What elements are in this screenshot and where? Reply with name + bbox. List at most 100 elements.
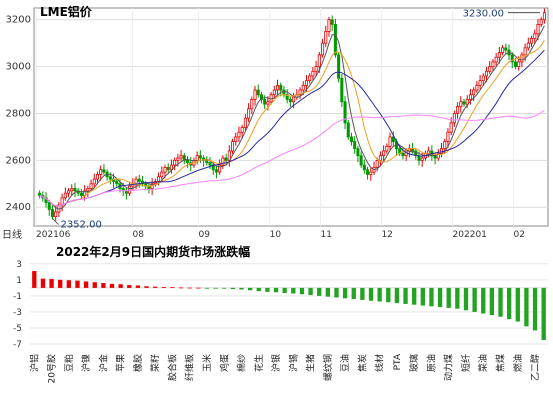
bar-category-label: 沪铝 [28,354,40,372]
candle-body [279,84,283,91]
candle-body [526,42,530,49]
bar-category-label: 菜籽 [149,354,161,372]
y-tick-label: 2800 [6,108,31,119]
bar [83,281,89,288]
candle-body [108,176,112,180]
candle-body [443,141,447,150]
lme-chart-title: LME铝价 [40,5,92,19]
high-price-annotation: 3230.00 [463,9,504,20]
candle-body [292,96,296,103]
candle-body [353,141,357,150]
bar [481,287,486,314]
bar [161,287,166,288]
bar-category-label: 棉纱 [236,354,248,372]
bar-category-label: 短纤 [460,354,472,372]
low-annotation-pointer [52,218,59,225]
candle-body [478,80,482,86]
y-tick-label: 3200 [6,15,31,26]
bar [472,287,477,312]
candle-body [240,127,244,133]
candle-body [157,176,161,182]
candle-body [475,84,479,91]
candle-body [298,89,302,96]
candle-body [250,99,254,110]
bar [360,287,365,300]
bar [446,287,451,308]
timeframe-label: 日线 [2,230,22,241]
bar [437,287,443,308]
bar [291,287,296,294]
candle-body [501,47,505,53]
candle-body [343,101,347,124]
bar [541,287,546,340]
candle-body [314,66,318,72]
candle-body [497,52,501,58]
candle-body [179,155,183,159]
x-tick-label: 11 [320,230,331,240]
candle-body [176,157,180,161]
candle-body [472,89,476,96]
candle-body [166,166,170,171]
y-tick-label: 3000 [6,62,31,73]
bar [463,287,469,311]
candle-body [253,89,257,100]
candle-body [185,159,190,164]
bar [213,287,218,289]
candle-body [340,77,344,103]
candle-body [436,152,440,159]
candle-body [198,155,202,159]
plot-frame [33,7,549,227]
bar-category-label: 沪银 [270,354,282,372]
candle-body [539,19,543,25]
candle-body [230,141,235,152]
candle-body [401,152,405,157]
candle-body [237,131,241,138]
bar [308,287,313,296]
candle-body [243,117,247,128]
candle-body [536,24,540,35]
x-tick-label: 08 [133,230,145,240]
candle-body [137,178,141,182]
candle-body [330,19,334,25]
candle-body [38,192,42,196]
candle-body [427,150,431,154]
x-tick-label: 02 [514,230,525,240]
candle-body [89,183,93,189]
candle-body [523,47,527,56]
bar-category-label: 生猪 [305,354,317,372]
candle-body [208,162,212,166]
candle-body [115,181,119,185]
candle-body [362,164,366,171]
bar [394,287,400,304]
x-tick-label: 202201 [453,230,487,240]
candle-body [513,61,517,68]
bar [317,287,322,296]
bar [299,287,305,295]
candle-body [301,84,305,91]
candle-body [163,166,167,173]
candle-body [92,178,96,185]
bar [153,286,158,288]
candle-body [247,108,251,119]
candle-body [288,99,292,103]
candle-body [86,188,90,192]
candle-body [79,192,83,196]
bar-category-label: 豆油 [339,354,351,372]
candle-body [321,42,325,56]
candle-body [47,202,51,210]
bar [498,287,503,317]
candle-body [221,157,225,166]
x-tick-label: 09 [199,230,211,240]
candle-body [214,169,218,173]
bar [265,287,270,292]
candle-body [456,106,460,114]
bar-y-tick-label: -1 [13,292,22,302]
candle-body [276,84,280,91]
bar-category-label: 玉米 [201,354,213,372]
bar-category-label: PTA [393,353,403,370]
x-tick-label: 10 [270,230,282,240]
bar [256,287,261,292]
bar-category-label: 动力煤 [443,354,455,381]
